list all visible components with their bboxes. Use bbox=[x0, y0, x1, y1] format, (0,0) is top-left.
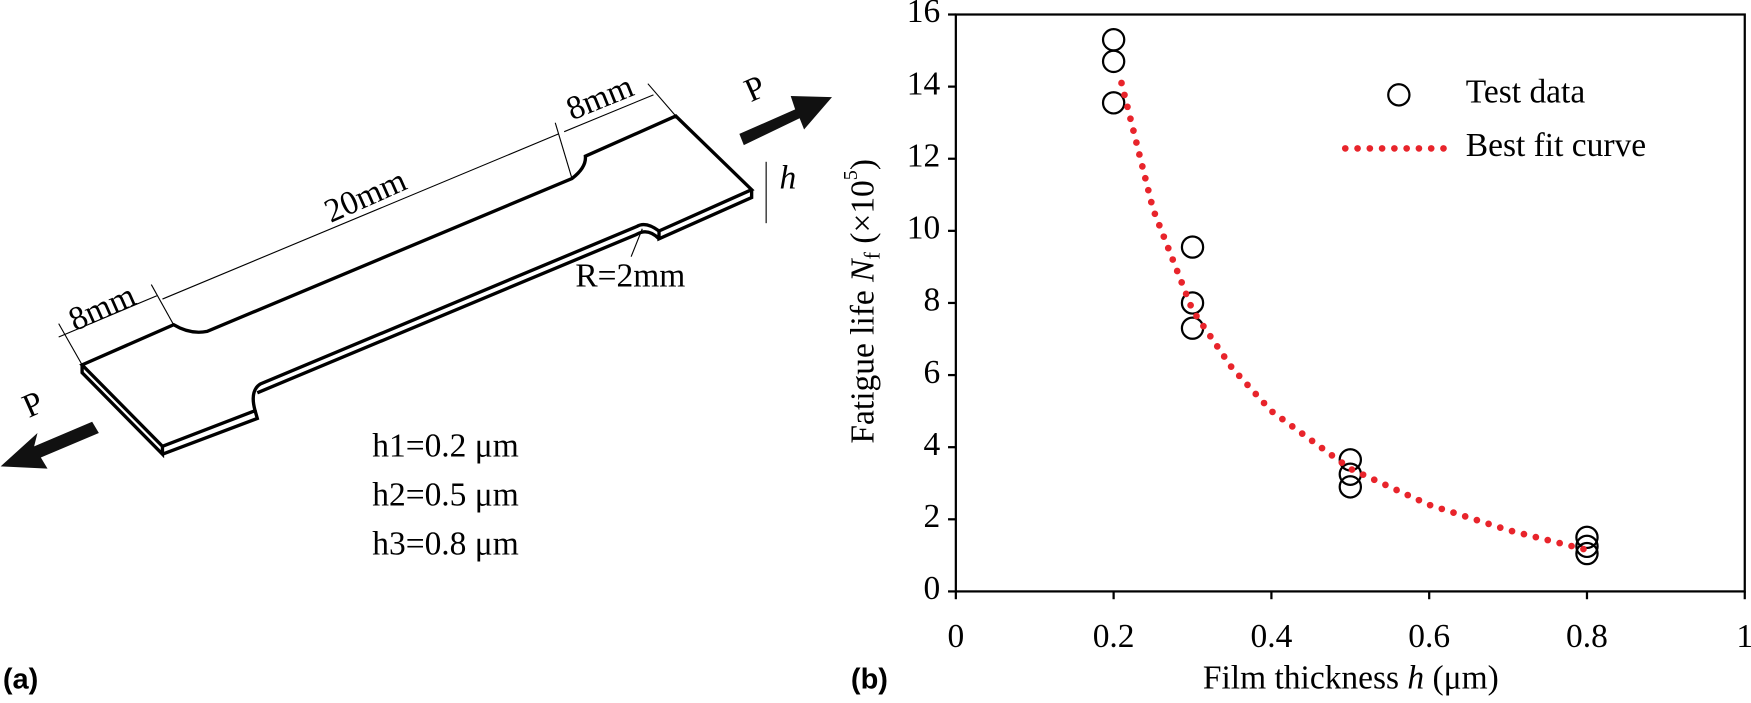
data-point bbox=[1180, 291, 1205, 315]
data-point bbox=[1101, 28, 1126, 52]
dim-line bbox=[150, 284, 175, 325]
y-tick-label: 6 bbox=[923, 354, 940, 391]
data-point bbox=[1101, 49, 1126, 74]
x-tick-label: 0.8 bbox=[1566, 618, 1608, 655]
legend-label: Best fit curve bbox=[1466, 127, 1646, 164]
thickness-label: h bbox=[780, 159, 797, 196]
dim-line bbox=[554, 122, 573, 179]
y-tick-label: 10 bbox=[907, 210, 940, 247]
legend-label: Test data bbox=[1466, 74, 1586, 111]
label-close: ) bbox=[844, 159, 881, 170]
data-point bbox=[1101, 91, 1126, 115]
y-tick-label: 14 bbox=[907, 65, 941, 102]
data-point bbox=[1180, 235, 1205, 259]
label-unit: (μm) bbox=[1424, 659, 1499, 696]
y-tick-label: 12 bbox=[907, 137, 940, 174]
y-tick-label: 2 bbox=[923, 498, 940, 535]
y-tick-label: 8 bbox=[923, 282, 940, 319]
specimen-diagram: 8mm 20mm 8mm h R=2mm P P h1=0.2 μm h2=0.… bbox=[0, 68, 832, 695]
dim-line bbox=[563, 94, 654, 133]
label-symbol: N bbox=[844, 258, 881, 283]
dimension-label: 8mm bbox=[63, 277, 141, 339]
x-axis-label: Film thickness h (μm) bbox=[1203, 659, 1499, 696]
fit-curve bbox=[1118, 79, 1591, 554]
label-symbol: h bbox=[1407, 659, 1424, 696]
y-axis-label: Fatigue life Nf (×105) bbox=[840, 159, 885, 444]
dimension-label: 20mm bbox=[319, 162, 412, 231]
label-subscript: f bbox=[860, 252, 885, 260]
data-point bbox=[1338, 475, 1363, 499]
label-exponent: 5 bbox=[840, 170, 862, 180]
x-tick-label: 0 bbox=[947, 618, 964, 655]
specimen-thickness bbox=[80, 189, 754, 459]
load-arrow bbox=[739, 95, 832, 146]
x-tick-label: 0.2 bbox=[1093, 618, 1135, 655]
label-text: Fatigue life bbox=[844, 282, 881, 444]
plot-frame bbox=[954, 13, 1746, 593]
load-arrow bbox=[0, 421, 99, 469]
y-tick-label: 0 bbox=[923, 570, 940, 607]
thickness-value: h3=0.8 μm bbox=[372, 525, 519, 562]
panel-label: (a) bbox=[3, 663, 38, 695]
label-unit: (×10 bbox=[844, 180, 881, 252]
data-point bbox=[1575, 525, 1599, 550]
dim-line bbox=[58, 295, 158, 338]
data-point bbox=[1575, 534, 1599, 559]
y-tick-label: 16 bbox=[907, 0, 940, 30]
data-point bbox=[1575, 541, 1599, 566]
label-text: Film thickness bbox=[1203, 659, 1408, 696]
x-tick-label: 0.4 bbox=[1250, 618, 1292, 655]
dim-line bbox=[162, 133, 559, 300]
x-tick-label: 0.6 bbox=[1408, 618, 1450, 655]
thickness-value: h2=0.5 μm bbox=[372, 476, 519, 513]
legend-swatch bbox=[1387, 83, 1411, 107]
radius-label: R=2mm bbox=[575, 258, 685, 295]
dim-line bbox=[58, 323, 83, 366]
dim-line bbox=[647, 83, 677, 117]
dimension-lines bbox=[58, 83, 767, 366]
data-point bbox=[1180, 316, 1205, 340]
dim-line bbox=[630, 228, 643, 257]
load-label: P bbox=[17, 384, 49, 425]
thickness-value: h1=0.2 μm bbox=[372, 427, 519, 464]
y-tick-label: 4 bbox=[923, 426, 940, 463]
x-tick-label: 1 bbox=[1736, 618, 1751, 655]
dimension-label: 8mm bbox=[561, 68, 639, 128]
panel-label: (b) bbox=[851, 663, 888, 695]
load-label: P bbox=[739, 68, 771, 109]
